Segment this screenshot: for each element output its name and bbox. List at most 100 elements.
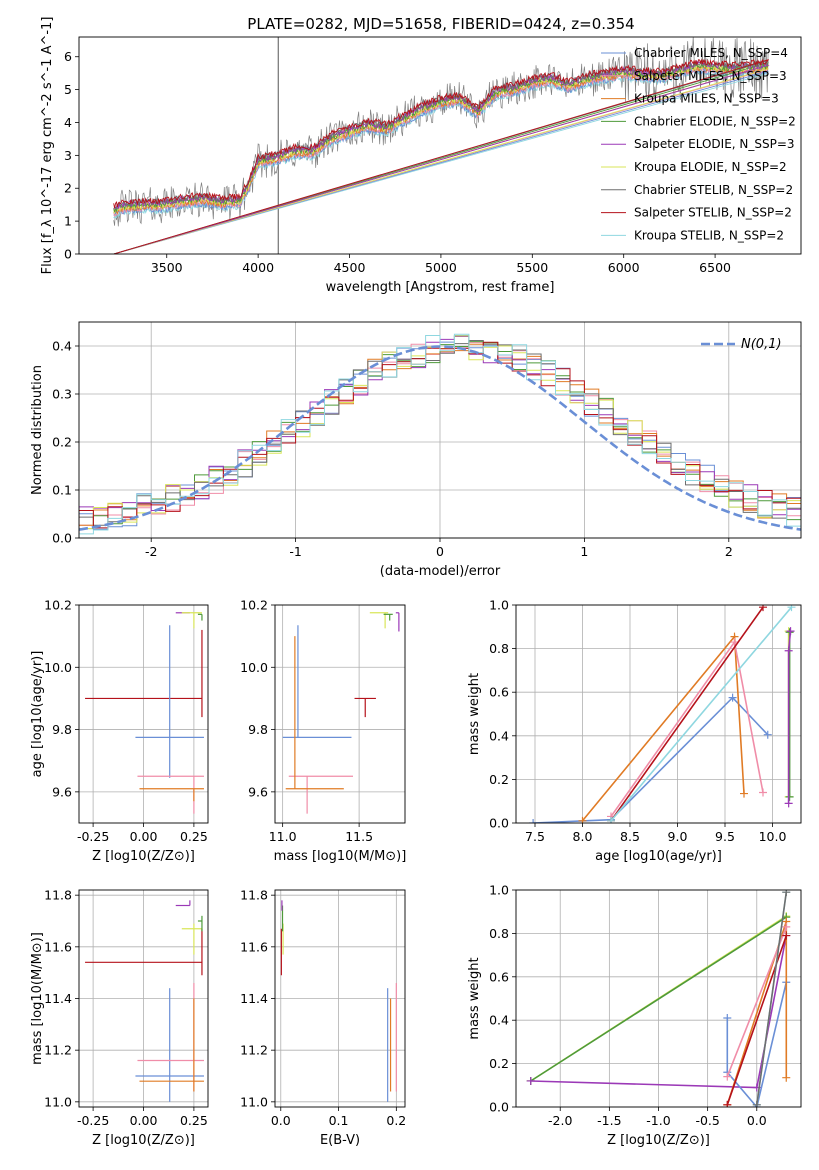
mass-weight-marker: [728, 693, 737, 702]
x-tick-label: -2.0: [548, 1113, 572, 1128]
plot-area: [85, 900, 204, 1102]
grid-lines: [275, 890, 405, 1107]
y-tick-label: 0: [64, 247, 72, 262]
gaussian-curve: [79, 345, 801, 531]
x-tick-label: 9.0: [668, 829, 688, 844]
x-tick-label: 9.5: [715, 829, 735, 844]
x-axis-label: wavelength [Angstrom, rest frame]: [326, 280, 555, 295]
x-tick-label: 0.25: [180, 1113, 208, 1128]
y-tick-label: 0.4: [489, 1013, 509, 1028]
y-tick-label: 10.0: [240, 660, 268, 675]
plot-area: [526, 890, 791, 1107]
ticks: 0.0 0.1 0.2 11.0 11.2 11.4 11.6 11.8: [240, 888, 406, 1128]
y-tick-label: 0.0: [52, 531, 72, 546]
histogram-steps: [79, 333, 801, 538]
y-tick-label: 1.0: [489, 598, 509, 613]
x-tick-label: 8.0: [573, 829, 593, 844]
y-tick-label: 9.6: [52, 784, 72, 799]
x-tick-label: 5000: [425, 260, 457, 275]
y-tick-label: 11.2: [240, 1043, 268, 1058]
x-tick-label: 4500: [334, 260, 366, 275]
y-tick-label: 0.2: [489, 772, 509, 787]
x-tick-label: -0.25: [77, 829, 109, 844]
mass-weight-line: [726, 982, 788, 1107]
y-tick-label: 11.4: [240, 991, 268, 1006]
axes-frame: [515, 889, 802, 1108]
x-tick-label: 11.0: [269, 829, 297, 844]
x-axis-label: E(B-V): [320, 1133, 360, 1148]
legend-label: Salpeter STELIB, N_SSP=2: [634, 206, 792, 220]
mass-weight-marker: [740, 789, 748, 798]
x-tick-label: 0.0: [747, 1113, 767, 1128]
y-tick-label: 11.8: [240, 888, 268, 903]
y-axis-label: mass weight: [467, 673, 482, 755]
ticks: 7.5 8.0 8.5 9.0 9.5 10.0 0.0 0.2 0.4 0.6 0.8 1.0: [489, 598, 786, 845]
x-tick-label: -1: [289, 544, 301, 559]
mass-weight-marker: [578, 816, 587, 823]
x-tick-label: 3500: [151, 260, 183, 275]
model-spectrum-line: [113, 58, 770, 254]
mass-weight-marker: [723, 1072, 732, 1081]
x-tick-label: 0.00: [130, 1113, 158, 1128]
ticks: -2.0 -1.5 -1.0 -0.5 0.0 0.0 0.2 0.4 0.6 0.8 1.0: [489, 883, 767, 1129]
y-tick-label: 6: [64, 49, 72, 64]
x-tick-label: 0.1: [329, 1113, 349, 1128]
y-tick-label: 3: [64, 148, 72, 163]
axes-frame: [78, 604, 209, 824]
legend-label: Kroupa ELODIE, N_SSP=2: [634, 160, 787, 174]
mass-weight-marker: [526, 1076, 535, 1085]
mass-weight-marker: [529, 819, 538, 823]
mass-weight-marker: [723, 1100, 732, 1107]
y-tick-label: 2: [64, 181, 72, 196]
axes-frame: [78, 889, 209, 1108]
mass-weight-marker: [752, 1100, 761, 1107]
y-tick-label: 1: [64, 214, 72, 229]
mass-weight-line: [726, 926, 788, 1077]
mass-weight-line: [533, 696, 769, 823]
y-axis-label: age [log10(age/yr)]: [30, 651, 45, 778]
x-tick-label: 4000: [242, 260, 274, 275]
y-tick-label: 10.0: [44, 660, 72, 675]
axes-frame: [274, 604, 406, 824]
mass-weight-vs-metallicity-panel: -2.0 -1.5 -1.0 -0.5 0.0 0.0 0.2 0.4 0.6 0.8 1.0 Z […: [467, 883, 802, 1148]
ticks: -0.25 0.00 0.25 11.0 11.2 11.4 11.6 11.8: [44, 888, 208, 1128]
y-tick-label: 0.6: [489, 969, 509, 984]
residual-histogram-panel: -2 -1 0 1 2 0.0 0.1 0.2 0.3 0.4 (data-model)/error…: [30, 321, 802, 579]
x-tick-label: 6500: [699, 260, 731, 275]
legend-label: Kroupa MILES, N_SSP=3: [634, 92, 779, 106]
x-tick-label: 5500: [516, 260, 548, 275]
y-tick-label: 9.8: [248, 722, 268, 737]
y-tick-label: 5: [64, 82, 72, 97]
axes-frame: [78, 321, 802, 539]
y-tick-label: 1.0: [489, 883, 509, 898]
legend-label: Chabrier ELODIE, N_SSP=2: [634, 114, 796, 128]
plot-area: [79, 333, 801, 538]
y-tick-label: 11.0: [44, 1094, 72, 1109]
y-tick-label: 10.2: [44, 598, 72, 613]
mass-weight-marker: [782, 890, 791, 897]
grid-lines: [516, 604, 801, 824]
mass-weight-vs-age-panel: 7.5 8.0 8.5 9.0 9.5 10.0 0.0 0.2 0.4 0.6 0.8 1.0 age…: [467, 598, 802, 864]
histogram-legend: N(0,1): [701, 337, 782, 352]
histogram-steps: [79, 340, 801, 538]
x-tick-label: 1: [580, 544, 588, 559]
legend-label: N(0,1): [741, 337, 782, 352]
grid-lines: [79, 604, 208, 823]
mass-weight-marker: [786, 627, 795, 636]
y-tick-label: 0.4: [52, 339, 72, 354]
spectrum-panel: 3500 4000 4500 5000 5500 6000 6500 0 1 2 3 4 5 6 wavel…: [40, 17, 802, 295]
x-tick-label: 11.5: [345, 829, 373, 844]
plot-area: [282, 612, 400, 814]
plot-area: [113, 37, 770, 254]
y-tick-label: 11.6: [44, 939, 72, 954]
mass-weight-marker: [782, 922, 791, 931]
mass-weight-marker: [787, 605, 796, 612]
x-tick-label: 0.2: [386, 1113, 406, 1128]
x-tick-label: -1.0: [646, 1113, 670, 1128]
legend-label: Salpeter ELODIE, N_SSP=3: [634, 137, 795, 151]
mass-weight-marker: [759, 605, 767, 612]
mass-weight-marker: [759, 788, 767, 797]
y-tick-label: 9.8: [52, 722, 72, 737]
y-tick-label: 0.2: [489, 1056, 509, 1071]
